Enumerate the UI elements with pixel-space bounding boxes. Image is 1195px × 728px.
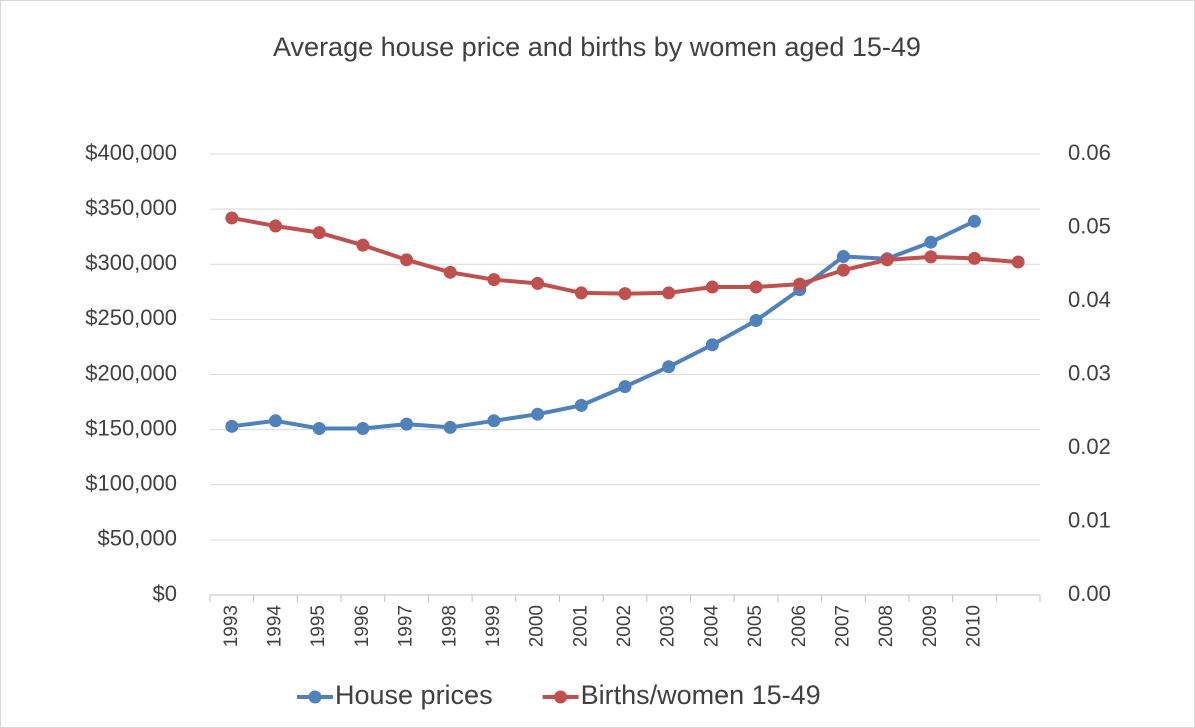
legend-label: Births/women 15-49 xyxy=(581,680,821,710)
point xyxy=(618,287,632,301)
point xyxy=(225,211,239,225)
x-tick-label: 2001 xyxy=(570,605,591,647)
point xyxy=(662,360,676,374)
x-tick-label: 2005 xyxy=(745,605,766,647)
y2-tick-label: 0.04 xyxy=(1068,287,1111,312)
legend-label: House prices xyxy=(335,680,493,710)
y-tick-label: $400,000 xyxy=(85,140,177,165)
y-tick-label: $300,000 xyxy=(85,250,177,275)
x-tick-label: 2008 xyxy=(876,605,897,647)
point xyxy=(924,250,938,264)
point xyxy=(880,253,894,267)
point xyxy=(836,250,850,264)
y2-tick-label: 0.06 xyxy=(1068,140,1111,165)
x-tick-label: 1994 xyxy=(265,605,286,648)
point xyxy=(269,414,283,428)
point xyxy=(356,238,370,252)
y2-tick-label: 0.05 xyxy=(1068,213,1111,238)
chart-title: Average house price and births by women … xyxy=(273,32,921,62)
point xyxy=(356,422,370,436)
y-tick-label: $250,000 xyxy=(85,305,177,330)
y2-tick-label: 0.02 xyxy=(1068,434,1111,459)
legend-marker xyxy=(554,690,568,704)
x-tick-label: 2010 xyxy=(963,605,984,647)
point xyxy=(836,263,850,277)
x-tick-label: 1993 xyxy=(221,605,242,647)
x-tick-label: 2000 xyxy=(527,605,548,647)
x-tick-label: 2009 xyxy=(920,605,941,647)
point xyxy=(400,417,414,431)
x-tick-label: 1997 xyxy=(396,605,417,647)
y-tick-label: $350,000 xyxy=(85,195,177,220)
y-tick-label: $100,000 xyxy=(85,471,177,496)
point xyxy=(487,414,501,428)
y2-tick-label: 0.00 xyxy=(1068,581,1111,606)
x-tick-label: 1998 xyxy=(439,605,460,647)
point xyxy=(749,313,763,327)
point xyxy=(574,286,588,300)
y-tick-label: $200,000 xyxy=(85,360,177,385)
point xyxy=(531,407,545,421)
point xyxy=(225,419,239,433)
y2-tick-label: 0.01 xyxy=(1068,507,1111,532)
point xyxy=(531,276,545,290)
point xyxy=(924,235,938,249)
point xyxy=(618,380,632,394)
point xyxy=(487,273,501,287)
point xyxy=(443,265,457,279)
point xyxy=(269,219,283,233)
point xyxy=(749,280,763,294)
x-tick-label: 2002 xyxy=(614,605,635,647)
point xyxy=(793,277,807,291)
point xyxy=(312,422,326,436)
point xyxy=(705,280,719,294)
y-tick-label: $0 xyxy=(153,581,177,606)
point xyxy=(705,338,719,352)
legend-marker xyxy=(308,690,322,704)
x-tick-label: 1995 xyxy=(308,605,329,647)
point xyxy=(967,214,981,228)
x-tick-label: 2003 xyxy=(658,605,679,647)
point xyxy=(662,286,676,300)
point xyxy=(400,253,414,267)
point xyxy=(967,251,981,265)
x-tick-label: 2007 xyxy=(832,605,853,647)
y-tick-label: $50,000 xyxy=(97,526,177,551)
x-tick-label: 2006 xyxy=(789,605,810,647)
point xyxy=(1011,255,1025,269)
point xyxy=(574,398,588,412)
point xyxy=(443,420,457,434)
y2-tick-label: 0.03 xyxy=(1068,360,1111,385)
point xyxy=(312,226,326,240)
series-line xyxy=(231,219,976,431)
y-tick-label: $150,000 xyxy=(85,415,177,440)
x-tick-label: 1996 xyxy=(352,605,373,647)
x-tick-label: 2004 xyxy=(701,605,722,648)
x-tick-label: 1999 xyxy=(483,605,504,647)
